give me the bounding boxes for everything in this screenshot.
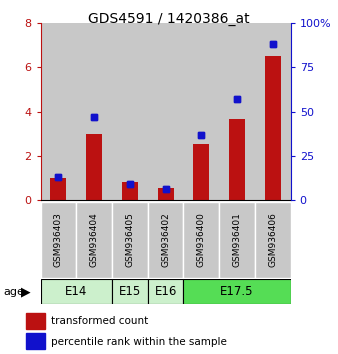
Text: E17.5: E17.5: [220, 285, 254, 298]
Bar: [265, 56, 281, 200]
Bar: [122, 182, 138, 200]
Bar: [148, 202, 184, 278]
Bar: [219, 202, 255, 278]
Text: transformed count: transformed count: [51, 316, 149, 326]
Bar: [265, 56, 281, 200]
Bar: [193, 144, 209, 200]
Text: percentile rank within the sample: percentile rank within the sample: [51, 337, 227, 347]
Bar: [86, 133, 102, 200]
Bar: [255, 23, 291, 200]
Bar: [148, 23, 184, 200]
Bar: [184, 23, 219, 200]
Bar: [50, 178, 67, 200]
Bar: [219, 23, 255, 200]
Text: GSM936406: GSM936406: [268, 212, 277, 267]
Bar: [255, 23, 291, 200]
Text: GSM936400: GSM936400: [197, 212, 206, 267]
Bar: [122, 182, 138, 200]
Bar: [112, 23, 148, 200]
Bar: [148, 279, 184, 304]
Text: E15: E15: [119, 285, 141, 298]
Bar: [184, 23, 219, 200]
Bar: [41, 23, 76, 200]
Bar: [50, 178, 67, 200]
Text: E16: E16: [154, 285, 177, 298]
Bar: [219, 23, 255, 200]
Bar: [112, 279, 148, 304]
Bar: [41, 23, 76, 200]
Text: GSM936404: GSM936404: [90, 212, 99, 267]
Bar: [76, 23, 112, 200]
Bar: [255, 202, 291, 278]
Bar: [193, 144, 209, 200]
Bar: [112, 202, 148, 278]
Text: E14: E14: [65, 285, 88, 298]
Bar: [158, 188, 174, 200]
Bar: [229, 119, 245, 200]
Text: GDS4591 / 1420386_at: GDS4591 / 1420386_at: [88, 12, 250, 27]
Bar: [41, 202, 76, 278]
Bar: [184, 279, 291, 304]
Bar: [86, 133, 102, 200]
Text: GSM936403: GSM936403: [54, 212, 63, 267]
Text: GSM936402: GSM936402: [161, 212, 170, 267]
Text: age: age: [3, 287, 24, 297]
Bar: [26, 333, 45, 349]
Bar: [158, 188, 174, 200]
Text: GSM936405: GSM936405: [125, 212, 135, 267]
Text: ▶: ▶: [21, 285, 30, 298]
Bar: [148, 23, 184, 200]
Bar: [26, 313, 45, 329]
Bar: [112, 23, 148, 200]
Bar: [229, 119, 245, 200]
Text: GSM936401: GSM936401: [233, 212, 242, 267]
Bar: [76, 23, 112, 200]
Bar: [41, 279, 112, 304]
Bar: [184, 202, 219, 278]
Bar: [76, 202, 112, 278]
